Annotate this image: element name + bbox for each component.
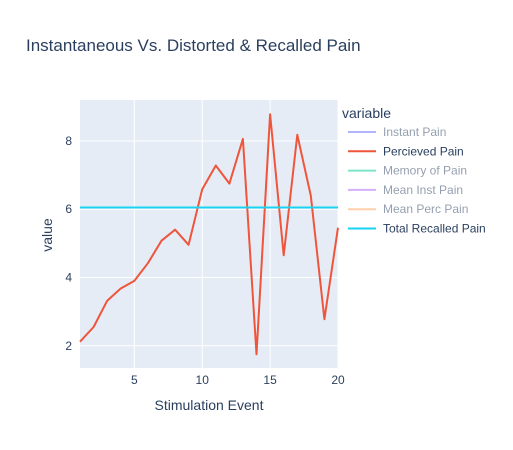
x-axis-title: Stimulation Event	[155, 397, 264, 413]
legend-item-percieved-pain[interactable]: Percieved Pain	[348, 144, 464, 158]
legend-label: Total Recalled Pain	[383, 222, 486, 236]
gridlines	[80, 100, 339, 368]
legend-label: Percieved Pain	[383, 144, 464, 158]
plot-area	[80, 100, 338, 368]
legend-item-mean-inst-pain[interactable]: Mean Inst Pain	[348, 183, 463, 197]
y-tick-label: 6	[65, 202, 72, 216]
legend-label: Mean Inst Pain	[383, 183, 463, 197]
x-tick-label: 5	[131, 373, 138, 387]
legend-item-mean-perc-pain[interactable]: Mean Perc Pain	[348, 202, 468, 216]
y-tick-label: 2	[65, 339, 72, 353]
legend-label: Instant Pain	[383, 125, 446, 139]
legend-label: Memory of Pain	[383, 164, 467, 178]
x-tick-label: 10	[196, 373, 210, 387]
x-tick-label: 20	[331, 373, 345, 387]
legend-item-memory-of-pain[interactable]: Memory of Pain	[348, 164, 467, 178]
series-layer	[79, 113, 339, 356]
y-tick-label: 8	[65, 134, 72, 148]
legend-title: variable	[342, 105, 391, 121]
legend-item-instant-pain[interactable]: Instant Pain	[348, 125, 446, 139]
legend-item-total-recalled-pain[interactable]: Total Recalled Pain	[348, 222, 486, 236]
y-axis-title: value	[39, 218, 55, 252]
chart-title: Instantaneous Vs. Distorted & Recalled P…	[26, 36, 361, 55]
x-tick-label: 15	[263, 373, 277, 387]
series-line-percieved-pain	[79, 113, 339, 356]
legend-label: Mean Perc Pain	[383, 202, 468, 216]
tick-labels: 5 10 15 20 2 4 6 8	[65, 134, 345, 387]
y-tick-label: 4	[65, 271, 72, 285]
legend: variable Instant Pain Percieved Pain Memor…	[342, 105, 486, 236]
